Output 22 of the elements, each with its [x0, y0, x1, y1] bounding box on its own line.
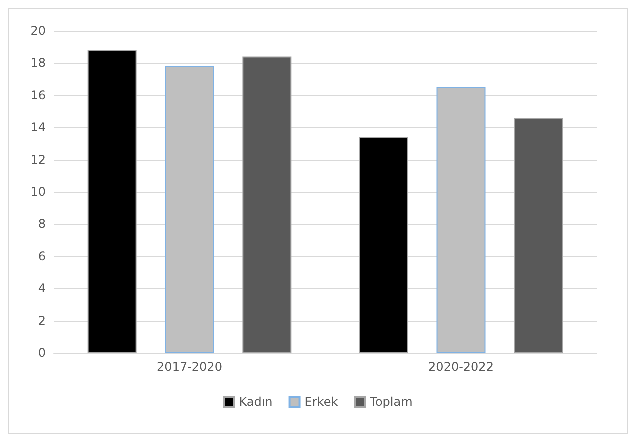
y-tick-label: 12 [30, 152, 46, 167]
y-tick-label: 14 [30, 120, 46, 135]
x-tick-label: 2020-2022 [428, 360, 494, 374]
y-tick-label: 4 [38, 282, 46, 296]
y-tick-label: 6 [38, 249, 46, 264]
bar [88, 50, 137, 353]
bar [514, 118, 564, 353]
bar [436, 87, 486, 353]
legend-label: Toplam [369, 395, 413, 409]
bar [242, 56, 292, 353]
y-tick-label: 0 [38, 346, 46, 360]
y-tick-label: 2 [38, 314, 46, 328]
y-tick-label: 16 [30, 88, 46, 102]
y-tick-label: 10 [30, 185, 46, 199]
bar [165, 66, 214, 353]
y-tick-label: 8 [38, 217, 46, 232]
bar [359, 137, 408, 353]
y-tick-label: 18 [30, 56, 46, 70]
legend-label: Erkek [304, 395, 338, 409]
legend-label: Kadın [239, 395, 273, 409]
x-tick-label: 2017-2020 [157, 360, 222, 374]
y-tick-label: 20 [30, 24, 46, 38]
